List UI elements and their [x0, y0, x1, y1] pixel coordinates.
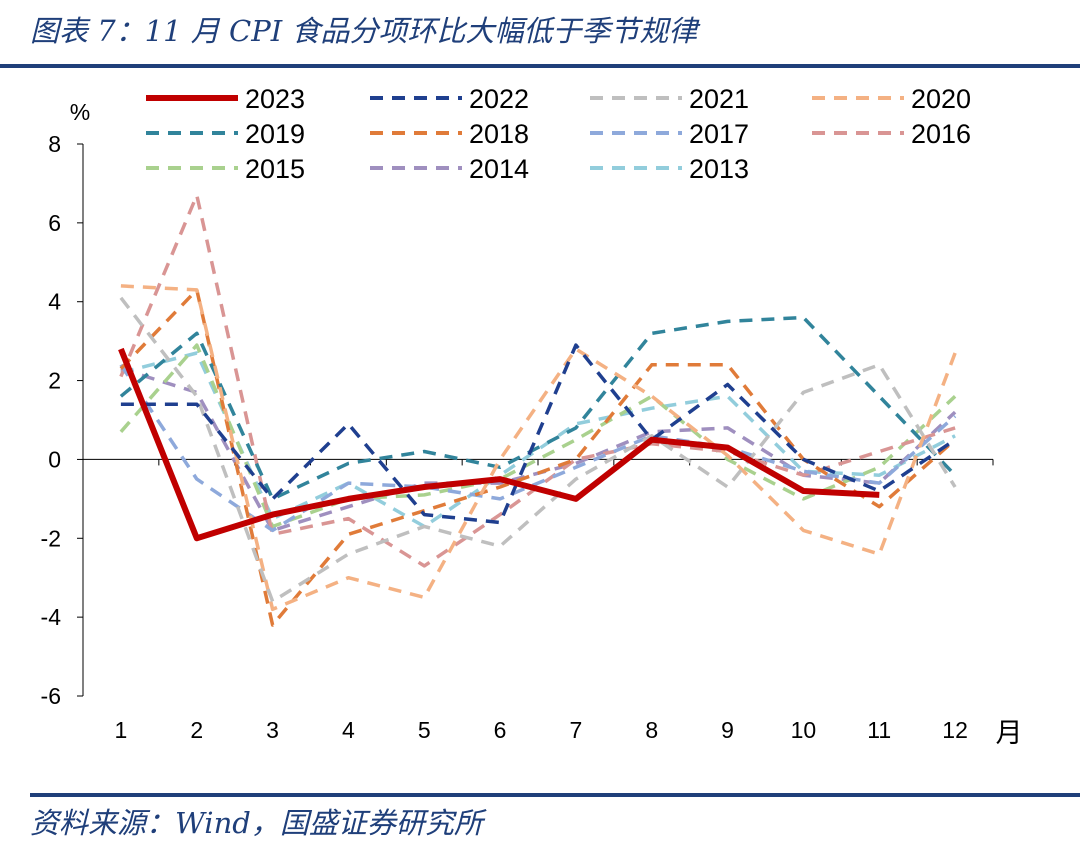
series-line-2016	[119, 193, 956, 568]
legend-label-2021: 2021	[689, 84, 749, 114]
legend-label-2014: 2014	[469, 154, 529, 184]
legend-label-2023: 2023	[245, 84, 305, 114]
chart-legend: 2023 2022 2021 2020 2019 2018 2017 2016 2015 2014…	[146, 84, 971, 184]
legend-label-2018: 2018	[469, 119, 529, 149]
x-tick-label: 7	[570, 717, 583, 743]
x-tick-label: 12	[942, 717, 968, 743]
series-line-2022	[120, 343, 957, 525]
legend-label-2016: 2016	[911, 119, 971, 149]
source-divider	[30, 793, 1080, 797]
series-line-2019	[119, 315, 957, 501]
legend-label-2013: 2013	[689, 154, 749, 184]
legend-label-2017: 2017	[689, 119, 749, 149]
legend-label-2020: 2020	[911, 84, 971, 114]
source-note: 资料来源：Wind，国盛证券研究所	[30, 806, 483, 840]
y-tick-label: -6	[41, 683, 61, 709]
y-tick-label: 4	[48, 289, 61, 315]
x-tick-label: 3	[266, 717, 279, 743]
chart-title: 图表 7：11 月 CPI 食品分项环比大幅低于季节规律	[30, 14, 698, 48]
y-tick-label: 2	[48, 368, 61, 394]
x-tick-label: 4	[342, 717, 355, 743]
series-line-2017	[119, 363, 957, 533]
series-line-2018	[119, 288, 957, 627]
x-tick-label: 9	[721, 717, 734, 743]
x-tick-label: 6	[494, 717, 507, 743]
x-tick-label: 10	[791, 717, 817, 743]
x-tick-label: 11	[867, 717, 891, 743]
y-axis-unit: %	[70, 99, 90, 125]
y-tick-label: 8	[48, 131, 61, 157]
x-axis-unit: 月	[996, 718, 1023, 748]
y-tick-label: 0	[48, 446, 61, 472]
legend-label-2019: 2019	[245, 119, 305, 149]
chart-series	[118, 193, 957, 627]
x-tick-label: 8	[645, 717, 658, 743]
legend-label-2015: 2015	[245, 154, 305, 184]
legend-label-2022: 2022	[469, 84, 529, 114]
series-line-2023	[118, 347, 880, 542]
x-tick-label: 1	[115, 717, 128, 743]
y-tick-label: -4	[41, 604, 62, 630]
series-line-2021	[119, 296, 957, 604]
y-tick-label: -2	[41, 525, 61, 551]
title-divider	[0, 64, 1080, 68]
y-tick-label: 6	[48, 210, 61, 236]
x-tick-label: 5	[418, 717, 431, 743]
x-tick-label: 2	[190, 717, 203, 743]
